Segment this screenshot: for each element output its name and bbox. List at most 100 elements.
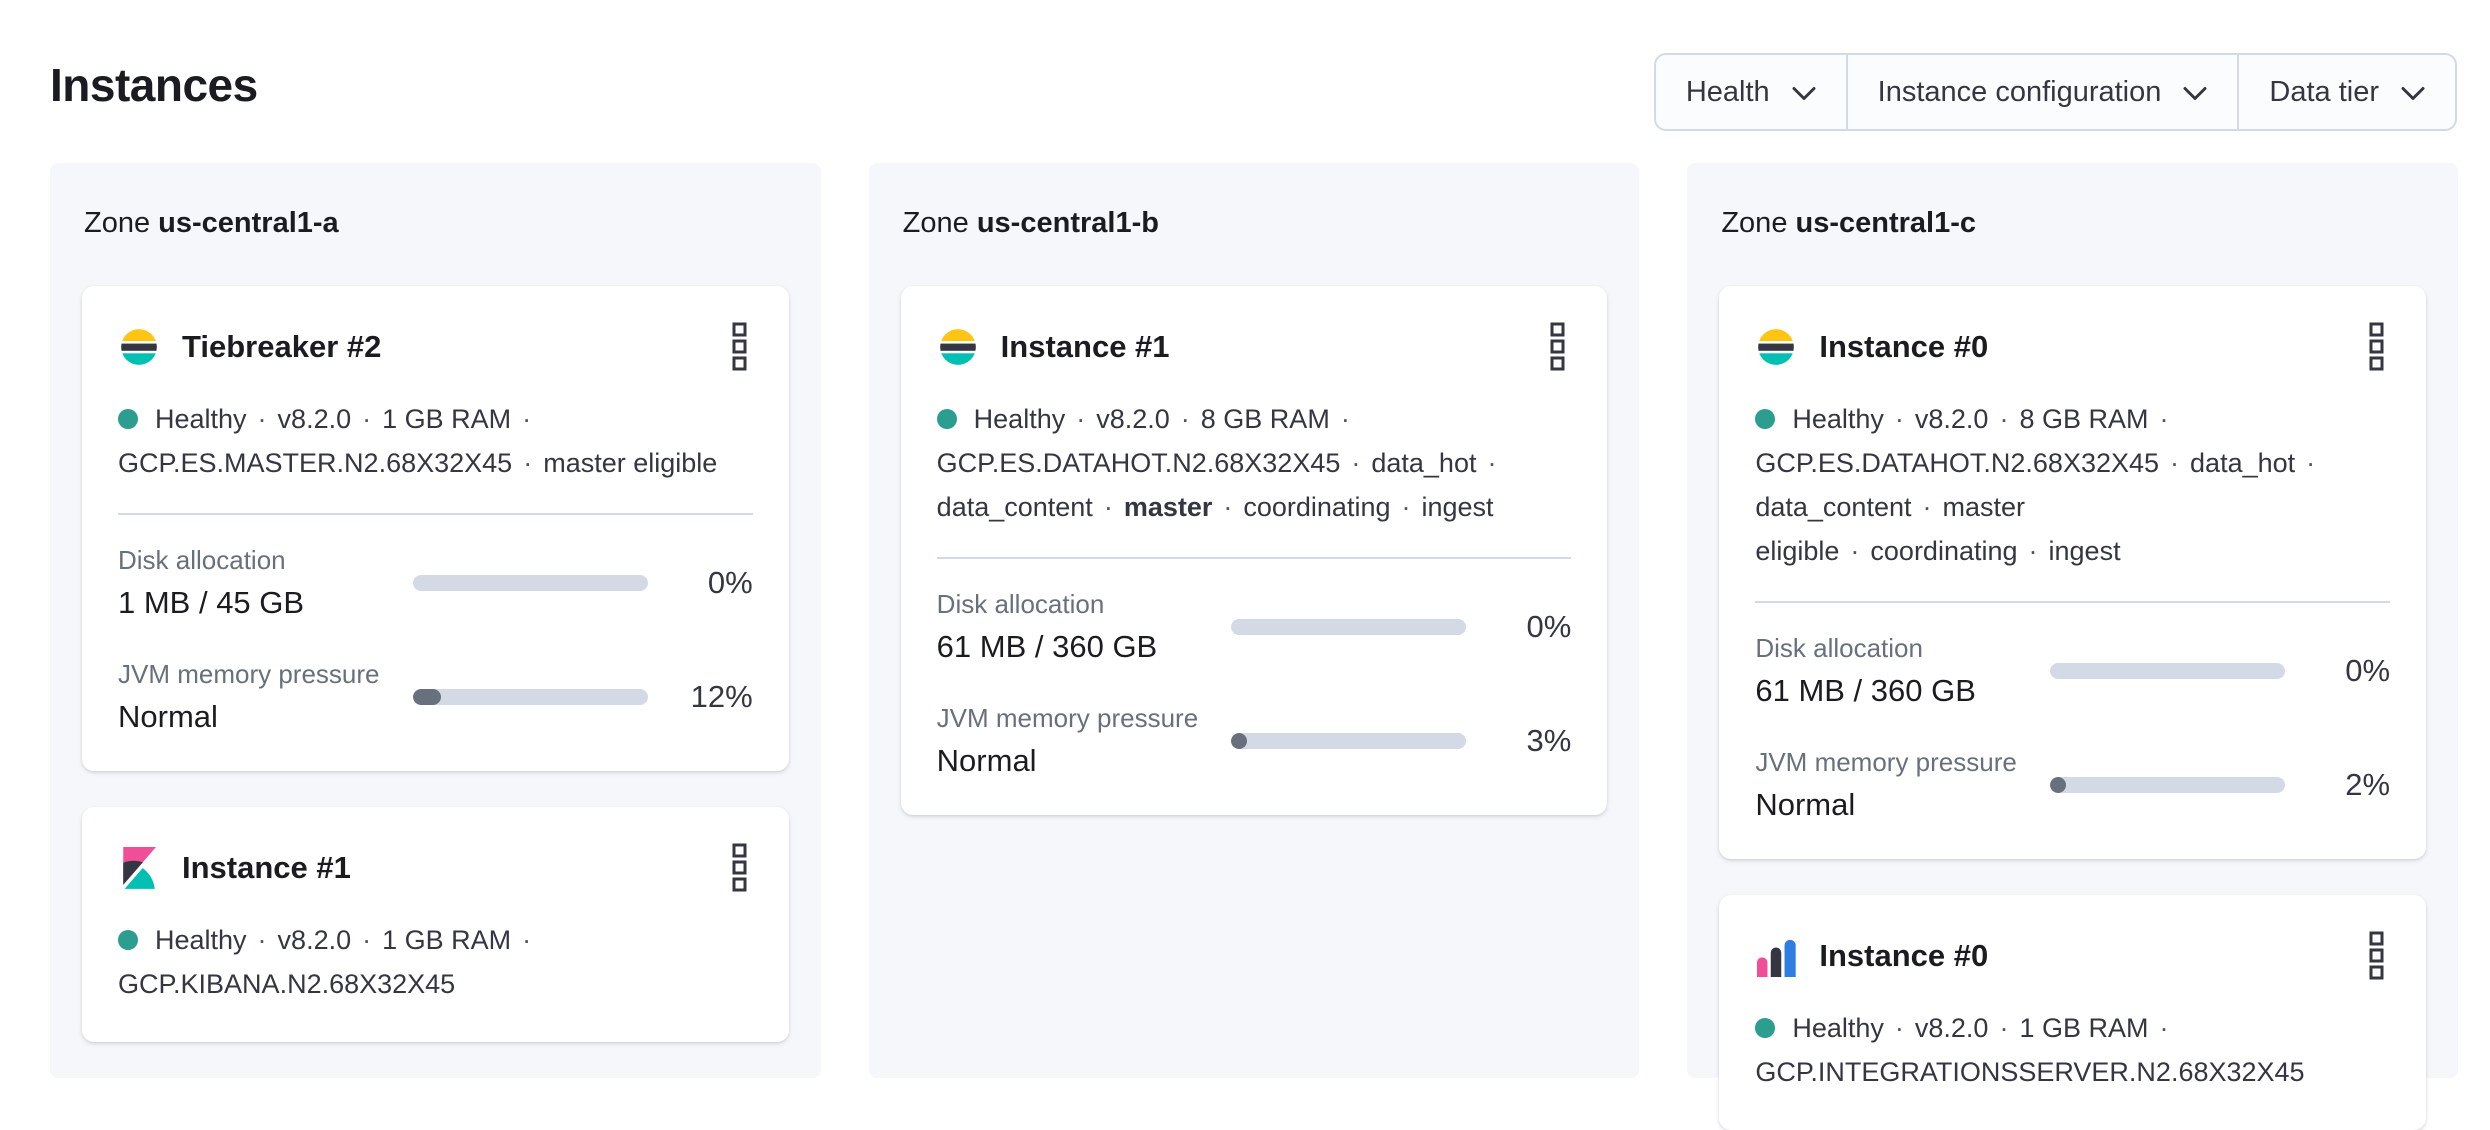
stat-bar-fill: [2050, 777, 2067, 793]
stat-left: Disk allocation 1 MB / 45 GB: [118, 545, 413, 621]
meta-separator: ·: [1076, 404, 1086, 434]
meta-token: GCP.KIBANA.N2.68X32X45: [118, 969, 456, 999]
meta-token: GCP.ES.DATAHOT.N2.68X32X45: [936, 448, 1341, 478]
meta-separator: ·: [362, 925, 372, 955]
stat-bar-fill: [412, 689, 441, 705]
instance-menu-button[interactable]: [2363, 320, 2390, 373]
instance-meta: Healthy · v8.2.0 · 1 GB RAM · GCP.INTEGRATIONS…: [1755, 1006, 2390, 1094]
meta-token: Healthy: [155, 925, 247, 955]
meta-token: data_content: [1755, 492, 1912, 522]
filter-instance-configuration-button[interactable]: Instance configuration: [1845, 55, 2238, 129]
meta-separator: ·: [2306, 448, 2316, 478]
instance-menu-button[interactable]: [2363, 929, 2390, 982]
stat-value: Normal: [1755, 787, 1856, 822]
instance-meta-line: data_content · master · coordinating · ingest: [937, 485, 1572, 529]
stat-percent: 3%: [1526, 723, 1572, 758]
meta-separator: ·: [1487, 448, 1497, 478]
disk-allocation-row: Disk allocation 1 MB / 45 GB 0%: [118, 545, 753, 621]
stat-value: Normal: [936, 743, 1037, 778]
meta-token: 8 GB RAM: [2019, 404, 2149, 434]
elasticsearch-logo-icon: [1758, 328, 1795, 365]
chevron-down-icon: [1792, 87, 1816, 100]
meta-token: 1 GB RAM: [382, 925, 512, 955]
jvm-memory-pressure-bar: [1231, 733, 1467, 749]
meta-separator: ·: [1103, 492, 1113, 522]
meta-separator: ·: [2159, 1013, 2169, 1043]
meta-separator: ·: [1894, 404, 1904, 434]
jvm-memory-pressure-bar: [412, 689, 648, 705]
stat-label: Disk allocation: [1755, 633, 1923, 663]
stat-value: 61 MB / 360 GB: [936, 629, 1158, 664]
disk-allocation-row: Disk allocation 61 MB / 360 GB 0%: [937, 589, 1572, 665]
meta-separator: ·: [257, 925, 267, 955]
instance-meta-line: GCP.ES.MASTER.N2.68X32X45 · master eligibl…: [118, 441, 753, 485]
stat-value: 1 MB / 45 GB: [118, 585, 305, 620]
instance-menu-button[interactable]: [726, 841, 753, 894]
instance-card: Instance #0 Healthy · v8.2.0 · 1 GB RAM · GCP.I…: [1719, 895, 2427, 1130]
stat-bar-fill: [1231, 733, 1248, 749]
zone-panel-us-central1-a: Zone us-central1-a Tiebreaker #2 Healthy · v…: [50, 163, 821, 1078]
integrations-server-logo-icon: [1757, 939, 1797, 977]
stat-percent: 0%: [1526, 609, 1572, 644]
instance-meta: Healthy · v8.2.0 · 8 GB RAM · GCP.ES.DATAHOT.N…: [1755, 397, 2390, 573]
meta-separator: ·: [1999, 404, 2009, 434]
meta-separator: ·: [1351, 448, 1361, 478]
instance-card: Instance #0 Healthy · v8.2.0 · 8 GB RAM · GCP.E…: [1719, 286, 2427, 859]
meta-separator: ·: [1894, 1013, 1904, 1043]
meta-separator: ·: [1922, 492, 1932, 522]
meta-token: v8.2.0: [1096, 404, 1170, 434]
zone-label-prefix: Zone: [902, 207, 977, 239]
meta-token: 8 GB RAM: [1200, 404, 1330, 434]
zone-panel-us-central1-b: Zone us-central1-b Instance #1 Healthy · v8.…: [868, 163, 1640, 1078]
instance-meta-line: GCP.KIBANA.N2.68X32X45: [118, 962, 753, 1006]
instance-meta-line: data_content · master eligible · coordinatin…: [1755, 485, 2390, 573]
meta-token: Healthy: [1792, 1013, 1884, 1043]
filter-button-label: Data tier: [2269, 75, 2379, 108]
meta-token: master: [1123, 492, 1213, 522]
meta-separator: ·: [2028, 536, 2038, 566]
meta-token: 1 GB RAM: [382, 404, 512, 434]
disk-allocation-bar: [2050, 663, 2286, 679]
stat-label: Disk allocation: [936, 589, 1105, 619]
boxes-vertical-icon: [2369, 931, 2384, 980]
filter-bar: Health Instance configuration Data tier: [1653, 53, 2457, 131]
instance-meta: Healthy · v8.2.0 · 1 GB RAM · GCP.KIBANA.N2.68…: [118, 918, 753, 1006]
filter-button-label: Instance configuration: [1877, 75, 2162, 108]
meta-token: Healthy: [155, 404, 247, 434]
disk-allocation-bar: [1231, 619, 1467, 635]
elasticsearch-logo-icon: [121, 328, 157, 365]
meta-token: GCP.INTEGRATIONSSERVER.N2.68X32X45: [1755, 1057, 2305, 1087]
stat-percent: 12%: [690, 679, 753, 714]
zone-label: Zone us-central1-a: [84, 207, 789, 240]
meta-token: data_hot: [1371, 448, 1477, 478]
health-status-dot: [118, 930, 138, 950]
stat-percent: 2%: [2345, 767, 2391, 802]
instance-card: Instance #1 Healthy · v8.2.0 · 1 GB RAM · GCP.K…: [82, 807, 789, 1042]
zone-label: Zone us-central1-b: [903, 207, 1608, 240]
instance-meta-line: Healthy · v8.2.0 · 1 GB RAM ·: [1755, 1006, 2390, 1050]
stat-left: JVM memory pressure Normal: [1755, 747, 2050, 823]
meta-separator: ·: [2170, 448, 2180, 478]
meta-separator: ·: [1999, 1013, 2009, 1043]
stat-label: JVM memory pressure: [936, 703, 1199, 733]
filter-data-tier-button[interactable]: Data tier: [2237, 55, 2455, 129]
stat-value: Normal: [118, 699, 218, 734]
instance-menu-button[interactable]: [1544, 320, 1571, 373]
meta-token: data_hot: [2190, 448, 2296, 478]
meta-token: Healthy: [973, 404, 1066, 434]
filter-button-label: Health: [1685, 75, 1770, 108]
meta-token: ingest: [1421, 492, 1494, 522]
instance-card: Instance #1 Healthy · v8.2.0 · 8 GB RAM · GCP.E…: [900, 286, 1608, 815]
stat-percent: 0%: [2345, 653, 2391, 688]
meta-token: v8.2.0: [277, 925, 352, 955]
filter-health-button[interactable]: Health: [1656, 55, 1846, 129]
instance-menu-button[interactable]: [726, 320, 753, 373]
stat-label: JVM memory pressure: [118, 659, 380, 689]
meta-token: Healthy: [1792, 404, 1884, 434]
instance-meta-line: Healthy · v8.2.0 · 1 GB RAM ·: [118, 918, 753, 962]
instance-title: Instance #0: [1819, 328, 1989, 364]
instance-meta-line: GCP.ES.DATAHOT.N2.68X32X45 · data_hot ·: [937, 441, 1572, 485]
meta-token: coordinating: [1870, 536, 2018, 566]
instance-card-header: Tiebreaker #2: [118, 320, 753, 373]
meta-separator: ·: [523, 448, 533, 478]
